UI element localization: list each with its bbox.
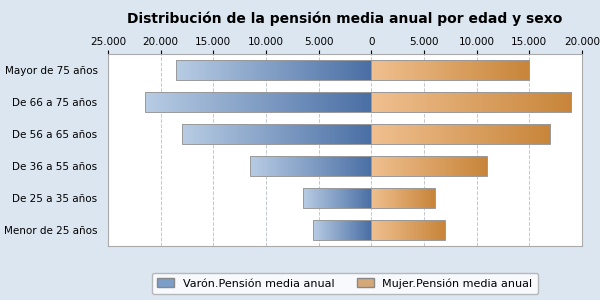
Bar — [371, 220, 445, 240]
Bar — [182, 124, 371, 144]
Bar — [371, 92, 571, 112]
Bar — [145, 92, 371, 112]
Bar — [176, 60, 371, 80]
Legend: Varón.Pensión media anual, Mujer.Pensión media anual: Varón.Pensión media anual, Mujer.Pensión… — [152, 273, 538, 294]
Bar — [303, 188, 371, 208]
Bar — [371, 188, 434, 208]
Bar — [371, 60, 529, 80]
Bar — [371, 124, 550, 144]
Bar — [250, 156, 371, 176]
Bar — [371, 156, 487, 176]
Bar — [313, 220, 371, 240]
Title: Distribución de la pensión media anual por edad y sexo: Distribución de la pensión media anual p… — [127, 12, 563, 26]
